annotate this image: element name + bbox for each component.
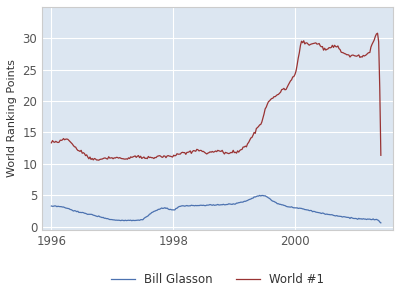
World #1 [245, 142, 250, 146]
World #1 [50, 139, 55, 142]
Bill Glasson [257, 194, 262, 197]
World #1 [252, 130, 256, 134]
Bill Glasson [50, 205, 55, 208]
Bill Glasson [328, 213, 332, 217]
World #1 [375, 32, 380, 35]
Y-axis label: World Ranking Points: World Ranking Points [7, 59, 17, 177]
World #1 [378, 154, 383, 157]
Legend: Bill Glasson, World #1: Bill Glasson, World #1 [106, 268, 329, 291]
World #1 [349, 54, 354, 58]
Bill Glasson [378, 221, 383, 225]
Bill Glasson [49, 204, 54, 208]
Bill Glasson [251, 196, 256, 200]
World #1 [328, 46, 332, 50]
Line: World #1: World #1 [51, 33, 381, 160]
World #1 [246, 141, 251, 144]
World #1 [49, 141, 54, 145]
World #1 [96, 158, 101, 162]
Bill Glasson [244, 199, 249, 203]
Bill Glasson [245, 199, 250, 202]
Line: Bill Glasson: Bill Glasson [51, 195, 381, 223]
Bill Glasson [349, 216, 354, 219]
